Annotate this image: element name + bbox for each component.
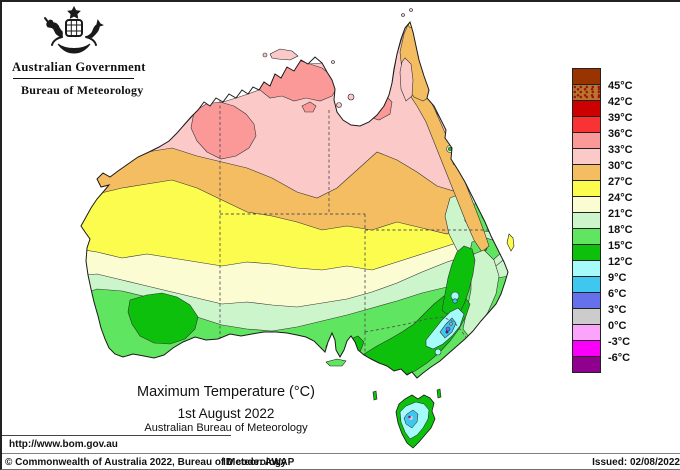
legend-label: 21°C bbox=[608, 208, 633, 220]
map-title: Maximum Temperature (°C) bbox=[137, 384, 315, 400]
legend-color-box bbox=[572, 308, 601, 325]
legend-color-box bbox=[572, 228, 601, 245]
crest-emu bbox=[85, 19, 104, 38]
legend-label: 24°C bbox=[608, 192, 633, 204]
coat-of-arms-icon bbox=[44, 6, 104, 54]
legend-label: 0°C bbox=[608, 320, 627, 332]
crest-kangaroo-tail bbox=[44, 17, 63, 46]
crest-base bbox=[57, 43, 91, 54]
flinders-island bbox=[436, 388, 442, 399]
legend-label: 18°C bbox=[608, 224, 633, 236]
bureau-title: Bureau of Meteorology bbox=[21, 83, 144, 97]
legend-label: 33°C bbox=[608, 144, 633, 156]
legend-color-box bbox=[572, 84, 601, 101]
state-borders bbox=[219, 100, 492, 363]
legend-label: 3°C bbox=[608, 304, 627, 316]
hot-spot-kimberley bbox=[190, 101, 257, 160]
crest-emu-leg bbox=[85, 36, 97, 46]
temperature-legend: 45°C 42°C 39°C 36°C 33°C 30°C 27°C 24°C 21°C 18°C… bbox=[572, 68, 680, 373]
bathurst-island bbox=[262, 52, 268, 58]
melville-island bbox=[269, 48, 299, 61]
legend-label: 9°C bbox=[608, 272, 627, 284]
alpine-purple-dot bbox=[445, 330, 449, 334]
footer-divider bbox=[2, 453, 680, 455]
url-divider bbox=[2, 435, 231, 436]
legend-color-box bbox=[572, 260, 601, 277]
tasmania bbox=[395, 394, 436, 449]
crest-shield bbox=[65, 19, 83, 37]
legend-label: 15°C bbox=[608, 240, 633, 252]
legend-color-box bbox=[572, 212, 601, 229]
legend-color-box bbox=[572, 276, 601, 293]
hot-spot-gulf bbox=[357, 91, 393, 121]
map-date: 1st August 2022 bbox=[177, 406, 275, 421]
footer-url: http://www.bom.gov.au bbox=[9, 439, 118, 450]
legend-color-box bbox=[572, 100, 601, 117]
arnhem-islet bbox=[331, 60, 335, 64]
cairns-green-dot bbox=[448, 147, 452, 151]
legend-color-box bbox=[572, 244, 601, 261]
legend-color-box bbox=[572, 196, 601, 213]
legend-color-box bbox=[572, 340, 601, 357]
groote-island bbox=[347, 93, 355, 101]
legend-color-box bbox=[572, 68, 601, 85]
crest-shield-grid bbox=[65, 19, 83, 37]
legend-label: 36°C bbox=[608, 128, 633, 140]
tasmania-purple-dot bbox=[408, 415, 411, 419]
legend-label: -3°C bbox=[608, 336, 631, 348]
legend-color-box bbox=[572, 164, 601, 181]
legend-color-box bbox=[572, 132, 601, 149]
legend-label: 30°C bbox=[608, 160, 633, 172]
legend-label: 12°C bbox=[608, 256, 633, 268]
torres-island-1 bbox=[401, 13, 405, 17]
legend-label: 39°C bbox=[608, 112, 633, 124]
header-divider bbox=[13, 78, 134, 79]
legend-label: -6°C bbox=[608, 352, 631, 364]
kangaroo-island bbox=[325, 358, 347, 367]
alpine-cyan-dot-2 bbox=[434, 348, 442, 356]
mornington-island bbox=[336, 102, 342, 108]
crest-kangaroo bbox=[46, 19, 63, 39]
islands bbox=[262, 8, 515, 401]
sw-green-core bbox=[127, 292, 199, 345]
legend-label: 45°C bbox=[608, 80, 633, 92]
mainland-coastline bbox=[80, 20, 509, 379]
legend-color-box bbox=[572, 148, 601, 165]
footer-issued: Issued: 02/08/2022 bbox=[592, 457, 680, 468]
legend-label: 6°C bbox=[608, 288, 627, 300]
legend-color-box bbox=[572, 116, 601, 133]
legend-label: 42°C bbox=[608, 96, 633, 108]
alpine-periwinkle-dot bbox=[445, 326, 451, 332]
footer-copyright: © Commonwealth of Australia 2022, Bureau… bbox=[5, 457, 287, 468]
legend-color-box bbox=[572, 292, 601, 309]
legend-color-box bbox=[572, 324, 601, 341]
gov-title: Australian Government bbox=[12, 60, 146, 74]
legend-color-box bbox=[572, 180, 601, 197]
crest-star bbox=[67, 6, 81, 19]
map-attribution: Australian Bureau of Meteorology bbox=[144, 422, 308, 434]
cape-york-pink-strip bbox=[399, 57, 414, 102]
qld-coast-orange-strip bbox=[408, 89, 490, 253]
hot-spot-small bbox=[301, 101, 317, 113]
footer-id-code: ID code: AWAP bbox=[223, 457, 295, 468]
legend-color-box bbox=[572, 356, 601, 373]
alpine-gray-dot bbox=[449, 322, 453, 326]
alpine-blue-dot bbox=[452, 298, 458, 304]
king-island bbox=[372, 390, 378, 401]
fraser-island bbox=[506, 233, 515, 252]
legend-label: 27°C bbox=[608, 176, 633, 188]
torres-island-2 bbox=[409, 8, 413, 12]
